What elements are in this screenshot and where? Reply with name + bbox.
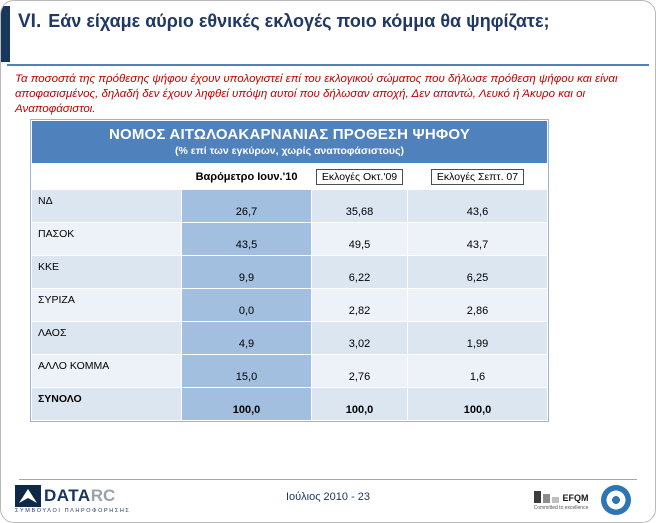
slide-title-text: Εάν είχαμε αύριο εθνικές εκλογές ποιο κό… xyxy=(48,11,550,31)
value-cell: 0,0 xyxy=(181,288,312,322)
party-name-cell: ΑΛΛΟ ΚΟΜΜΑ xyxy=(31,354,182,388)
value-cell: 4,9 xyxy=(181,321,312,355)
value-cell: 3,02 xyxy=(311,321,408,355)
party-name-cell: ΣΥΡΙΖΑ xyxy=(31,288,182,322)
datarc-logo-icon xyxy=(15,485,41,507)
efqm-bar-icon xyxy=(542,494,550,503)
value-cell: 35,68 xyxy=(311,189,408,223)
column-header-label: Εκλογές Σεπτ. 07 xyxy=(430,168,525,185)
efqm-bar-icon xyxy=(533,491,541,503)
table-row: ΣΥΝΟΛΟ 100,0 100,0 100,0 xyxy=(31,387,549,421)
table-row: ΝΔ 26,7 35,68 43,6 xyxy=(31,189,549,223)
value-cell: 2,82 xyxy=(311,288,408,322)
column-header-barometer: Βαρόμετρο Ιουν.'10 xyxy=(181,163,312,190)
party-name-cell: ΚΚΕ xyxy=(31,255,182,289)
datarc-logo: DATA RC ΣΥΜΒΟΥΛΟΙ ΠΛΗΡΟΦΟΡΗΣΗΣ xyxy=(15,485,135,514)
certification-badge-icon xyxy=(601,485,631,515)
value-cell: 15,0 xyxy=(181,354,312,388)
value-cell: 49,5 xyxy=(311,222,408,256)
value-cell: 100,0 xyxy=(406,387,549,421)
footer-date-page: Ιούλιος 2010 - 23 xyxy=(285,491,371,503)
table-row: ΠΑΣΟΚ 43,5 49,5 43,7 xyxy=(31,222,549,256)
table-row: ΣΥΡΙΖΑ 0,0 2,82 2,86 xyxy=(31,288,549,322)
table-title-row: ΝΟΜΟΣ ΑΙΤΩΛΟΑΚΑΡΝΑΝΙΑΣ ΠΡΟΘΕΣΗ ΨΗΦΟΥ (% … xyxy=(30,120,549,164)
efqm-logo: EFQM Committed to excellence xyxy=(529,490,593,511)
value-cell: 6,25 xyxy=(406,255,549,289)
column-header-label: Εκλογές Οκτ.'09 xyxy=(315,168,404,185)
column-header-row: Βαρόμετρο Ιουν.'10 Εκλογές Οκτ.'09 Εκλογ… xyxy=(31,163,549,190)
title-accent-bar xyxy=(1,6,10,62)
value-cell: 43,7 xyxy=(406,222,549,256)
party-name-cell: ΛΑΟΣ xyxy=(31,321,182,355)
poll-results-table: ΝΟΜΟΣ ΑΙΤΩΛΟΑΚΑΡΝΑΝΙΑΣ ΠΡΟΘΕΣΗ ΨΗΦΟΥ (% … xyxy=(29,119,550,422)
efqm-bar-icon xyxy=(551,497,559,503)
table-title: ΝΟΜΟΣ ΑΙΤΩΛΟΑΚΑΡΝΑΝΙΑΣ ΠΡΟΘΕΣΗ ΨΗΦΟΥ xyxy=(108,126,471,143)
table-subtitle: (% επί των εγκύρων, χωρίς αναποφάσιστους… xyxy=(175,145,404,157)
value-cell: 6,22 xyxy=(311,255,408,289)
value-cell: 26,7 xyxy=(181,189,312,223)
party-name-cell: ΣΥΝΟΛΟ xyxy=(31,387,182,421)
corner-cell xyxy=(31,163,182,190)
section-number: VI. xyxy=(18,11,42,32)
value-cell: 1,99 xyxy=(406,321,549,355)
table-row: ΚΚΕ 9,9 6,22 6,25 xyxy=(31,255,549,289)
slide-title: VI. Εάν είχαμε αύριο εθνικές εκλογές ποιο… xyxy=(18,9,603,35)
datarc-logo-tagline: ΣΥΜΒΟΥΛΟΙ ΠΛΗΡΟΦΟΡΗΣΗΣ xyxy=(15,508,131,514)
party-name-cell: ΠΑΣΟΚ xyxy=(31,222,182,256)
value-cell: 100,0 xyxy=(181,387,312,421)
value-cell: 43,5 xyxy=(181,222,312,256)
column-header-oct09: Εκλογές Οκτ.'09 xyxy=(311,163,408,190)
value-cell: 43,6 xyxy=(406,189,549,223)
value-cell: 1,6 xyxy=(406,354,549,388)
datarc-logo-text-secondary: RC xyxy=(90,486,116,505)
efqm-logo-text: EFQM xyxy=(562,493,589,503)
column-header-sep07: Εκλογές Σεπτ. 07 xyxy=(406,163,549,190)
value-cell: 2,76 xyxy=(311,354,408,388)
datarc-logo-text-primary: DATA xyxy=(44,486,91,505)
value-cell: 9,9 xyxy=(181,255,312,289)
table-row: ΑΛΛΟ ΚΟΜΜΑ 15,0 2,76 1,6 xyxy=(31,354,549,388)
party-name-cell: ΝΔ xyxy=(31,189,182,223)
footer-divider xyxy=(19,479,637,480)
table-row: ΛΑΟΣ 4,9 3,02 1,99 xyxy=(31,321,549,355)
title-divider xyxy=(7,64,649,66)
value-cell: 100,0 xyxy=(311,387,408,421)
efqm-tagline: Committed to excellence xyxy=(533,505,589,511)
methodology-note: Τα ποσοστά της πρόθεσης ψήφου έχουν υπολ… xyxy=(15,73,618,115)
table-title-band: ΝΟΜΟΣ ΑΙΤΩΛΟΑΚΑΡΝΑΝΙΑΣ ΠΡΟΘΕΣΗ ΨΗΦΟΥ (% … xyxy=(30,120,549,164)
table-body: ΝΔ 26,7 35,68 43,6 ΠΑΣΟΚ 43,5 49,5 43,7 ΚΚΕ 9,9 6,… xyxy=(31,189,549,421)
value-cell: 2,86 xyxy=(406,288,549,322)
